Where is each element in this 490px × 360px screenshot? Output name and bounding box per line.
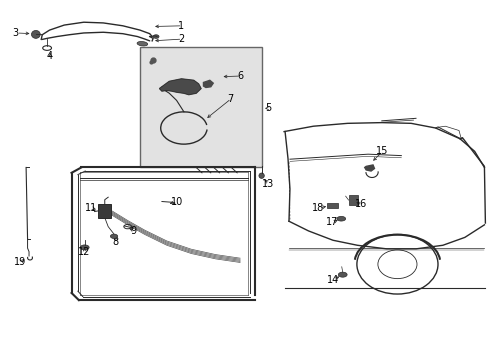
Text: 9: 9 bbox=[130, 226, 137, 236]
Text: 11: 11 bbox=[85, 203, 97, 213]
Ellipse shape bbox=[31, 31, 40, 39]
Text: 18: 18 bbox=[312, 203, 324, 213]
Text: 4: 4 bbox=[47, 51, 52, 61]
Text: 8: 8 bbox=[113, 237, 119, 247]
Text: 17: 17 bbox=[326, 217, 338, 227]
Polygon shape bbox=[365, 165, 374, 171]
Text: 5: 5 bbox=[265, 103, 271, 113]
Text: 7: 7 bbox=[227, 94, 233, 104]
Ellipse shape bbox=[153, 35, 159, 39]
Text: 12: 12 bbox=[77, 247, 90, 257]
Ellipse shape bbox=[137, 41, 147, 46]
Text: 10: 10 bbox=[171, 197, 183, 207]
Ellipse shape bbox=[259, 173, 264, 179]
Bar bbox=[140, 47, 262, 167]
Bar bbox=[98, 204, 111, 218]
Polygon shape bbox=[203, 80, 213, 87]
Ellipse shape bbox=[338, 272, 347, 277]
Text: 16: 16 bbox=[355, 199, 368, 210]
Ellipse shape bbox=[337, 216, 345, 221]
Bar bbox=[348, 195, 358, 205]
Ellipse shape bbox=[80, 245, 89, 250]
Text: 2: 2 bbox=[178, 34, 185, 44]
Ellipse shape bbox=[110, 234, 118, 238]
Text: 6: 6 bbox=[237, 71, 243, 81]
Text: 14: 14 bbox=[327, 275, 339, 285]
Polygon shape bbox=[159, 79, 201, 95]
Text: 13: 13 bbox=[262, 179, 274, 189]
Text: 19: 19 bbox=[14, 257, 26, 267]
Bar bbox=[327, 203, 338, 208]
Text: 1: 1 bbox=[178, 21, 185, 31]
Text: 15: 15 bbox=[376, 146, 388, 156]
Text: 3: 3 bbox=[12, 28, 19, 38]
